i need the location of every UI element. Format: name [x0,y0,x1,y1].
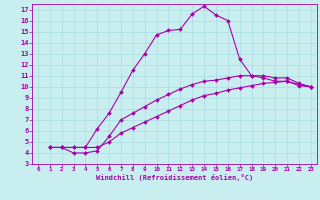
X-axis label: Windchill (Refroidissement éolien,°C): Windchill (Refroidissement éolien,°C) [96,174,253,181]
